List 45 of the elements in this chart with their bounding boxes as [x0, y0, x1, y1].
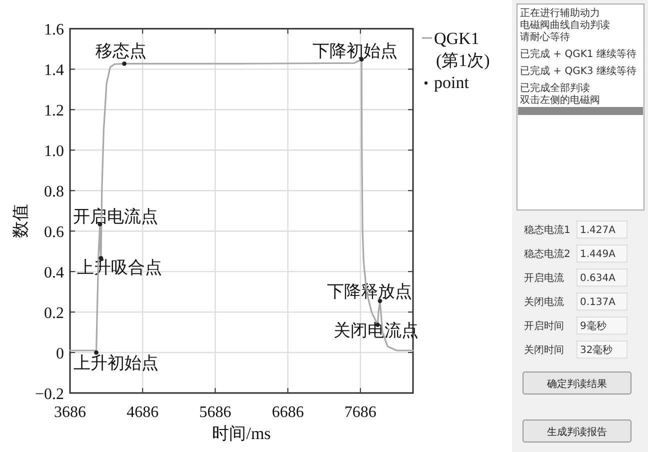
x-axis-title: 时间/ms	[212, 424, 271, 443]
annotation: 上升初始点	[73, 354, 158, 373]
text: 关闭时间	[524, 344, 564, 356]
text: 0.137A	[580, 297, 616, 308]
text: 确定判读结果	[546, 378, 607, 390]
annotation: 下降初始点	[312, 41, 398, 60]
text: 关闭电流	[524, 296, 564, 308]
text: 0.634A	[580, 273, 616, 284]
text: 已完成 + QGK1 继续等待	[520, 48, 636, 60]
y-tick-label: 1.6	[44, 22, 64, 39]
y-tick-label: 1.4	[44, 62, 64, 80]
text: 1.427A	[580, 225, 616, 236]
point	[122, 62, 127, 66]
x-tick-label: 4686	[126, 404, 159, 421]
legend-label: point	[434, 73, 470, 92]
text: 正在进行辅助动力	[520, 7, 600, 19]
y-tick-label: 0.4	[44, 264, 64, 282]
text: 已完成全部判读	[520, 82, 590, 94]
text: 开启电流	[524, 272, 564, 284]
text: 32毫秒	[580, 344, 613, 356]
text: 稳态电流2	[524, 248, 570, 260]
text: 开启时间	[524, 320, 564, 332]
point	[94, 350, 98, 355]
annotation: 移态点	[95, 42, 146, 61]
text: 稳态电流1	[524, 224, 570, 236]
text: 1.449A	[580, 249, 616, 260]
x-tick-label: 5686	[199, 404, 232, 421]
x-tick-label: 6686	[272, 404, 304, 421]
y-tick-label: 1.0	[44, 143, 64, 160]
text: 请耐心等待	[520, 31, 570, 43]
y-tick-label: 0	[56, 346, 64, 363]
text: 已完成 + QGK3 继续等待	[520, 65, 636, 77]
y-tick-label: 0.6	[44, 224, 64, 242]
y-tick-label: 1.2	[44, 102, 64, 120]
legend-label: QGK1 (第1次)	[434, 29, 490, 70]
y-tick-label: 0.8	[44, 184, 64, 201]
y-tick-label: 0.2	[44, 305, 64, 322]
x-tick-label: 7686	[344, 404, 376, 421]
text: 9毫秒	[580, 320, 606, 332]
y-tick-label: −0.2	[34, 386, 64, 403]
text: 生成判读报告	[547, 426, 607, 438]
y-axis-title: 数值	[11, 204, 30, 238]
text: 双击左侧的电磁阀	[520, 94, 600, 106]
x-tick-label: 3686	[54, 404, 86, 421]
text: 电磁阀曲线自动判读	[520, 19, 610, 31]
